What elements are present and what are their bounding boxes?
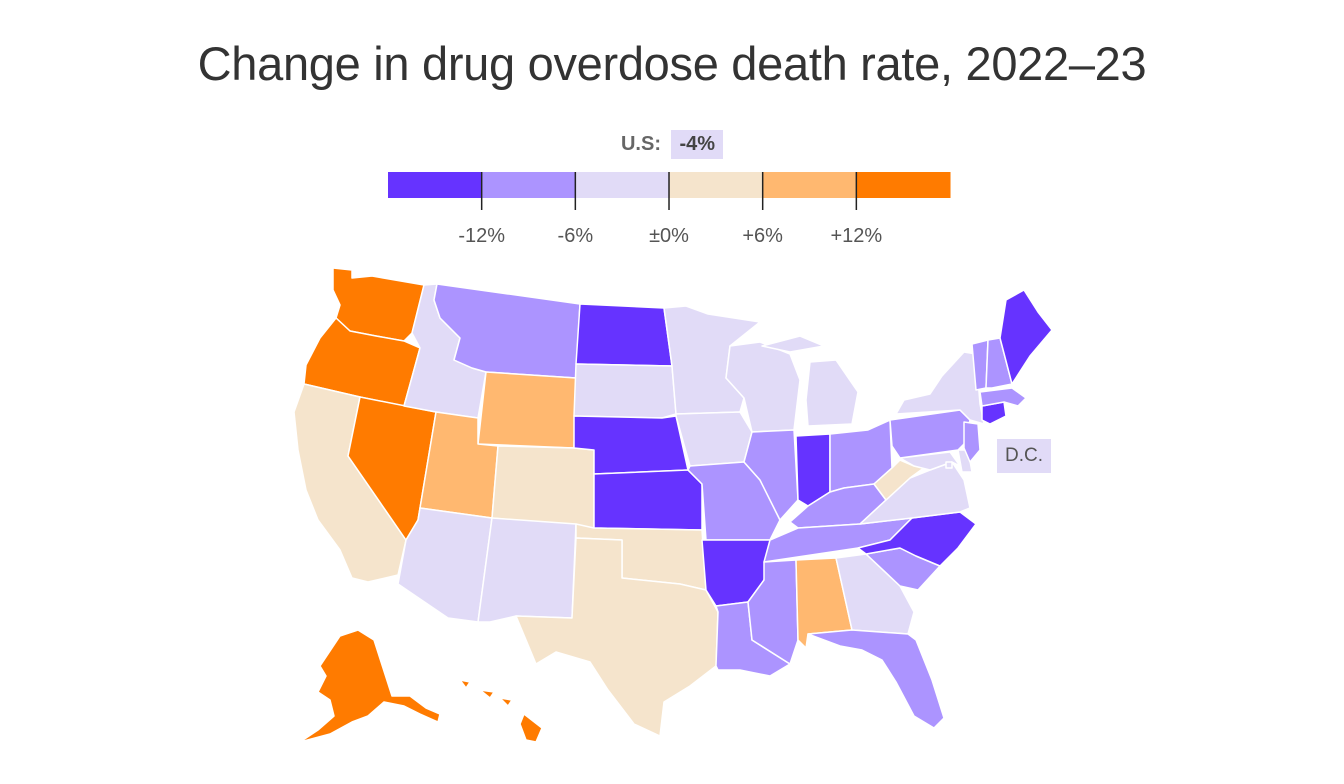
legend-tick-label: -12%: [458, 225, 505, 247]
color-legend: -12% -6% ±0% +6% +12%: [388, 172, 951, 247]
us-summary: U.S: -4%: [0, 130, 1344, 159]
state-nc: [857, 511, 977, 567]
state-ak: [299, 629, 441, 743]
state-wi: [725, 341, 801, 433]
state-hi: [459, 679, 543, 743]
state-nj: [963, 421, 981, 463]
state-sd: [573, 363, 677, 419]
state-nh: [985, 337, 1013, 389]
legend-tick-label: -6%: [558, 225, 594, 247]
state-il: [743, 429, 799, 521]
chart-title: Change in drug overdose death rate, 2022…: [197, 37, 1147, 90]
state-tx: [515, 537, 719, 737]
legend-swatch: [575, 172, 670, 198]
state-dc: [945, 461, 953, 469]
dc-badge: D.C.: [997, 439, 1051, 473]
state-mi: [761, 335, 859, 427]
state-me: [999, 289, 1053, 385]
legend-tick-label: +6%: [742, 225, 783, 247]
legend-swatch: [481, 172, 576, 198]
state-co: [491, 445, 595, 529]
legend-swatch: [388, 172, 483, 198]
legend-tick-label: +12%: [830, 225, 882, 247]
us-value-badge: -4%: [671, 130, 724, 159]
state-nm: [477, 517, 577, 623]
legend-swatch: [669, 172, 764, 198]
legend-swatch: [762, 172, 857, 198]
state-fl: [807, 629, 945, 729]
us-label: U.S:: [620, 133, 661, 155]
state-ks: [593, 469, 703, 531]
state-va: [859, 461, 971, 525]
state-ma: [979, 387, 1027, 407]
state-ia: [675, 411, 753, 467]
legend-swatch: [856, 172, 951, 198]
legend-tick-label: ±0%: [649, 225, 689, 247]
state-wy: [477, 371, 577, 449]
state-nd: [575, 303, 673, 367]
